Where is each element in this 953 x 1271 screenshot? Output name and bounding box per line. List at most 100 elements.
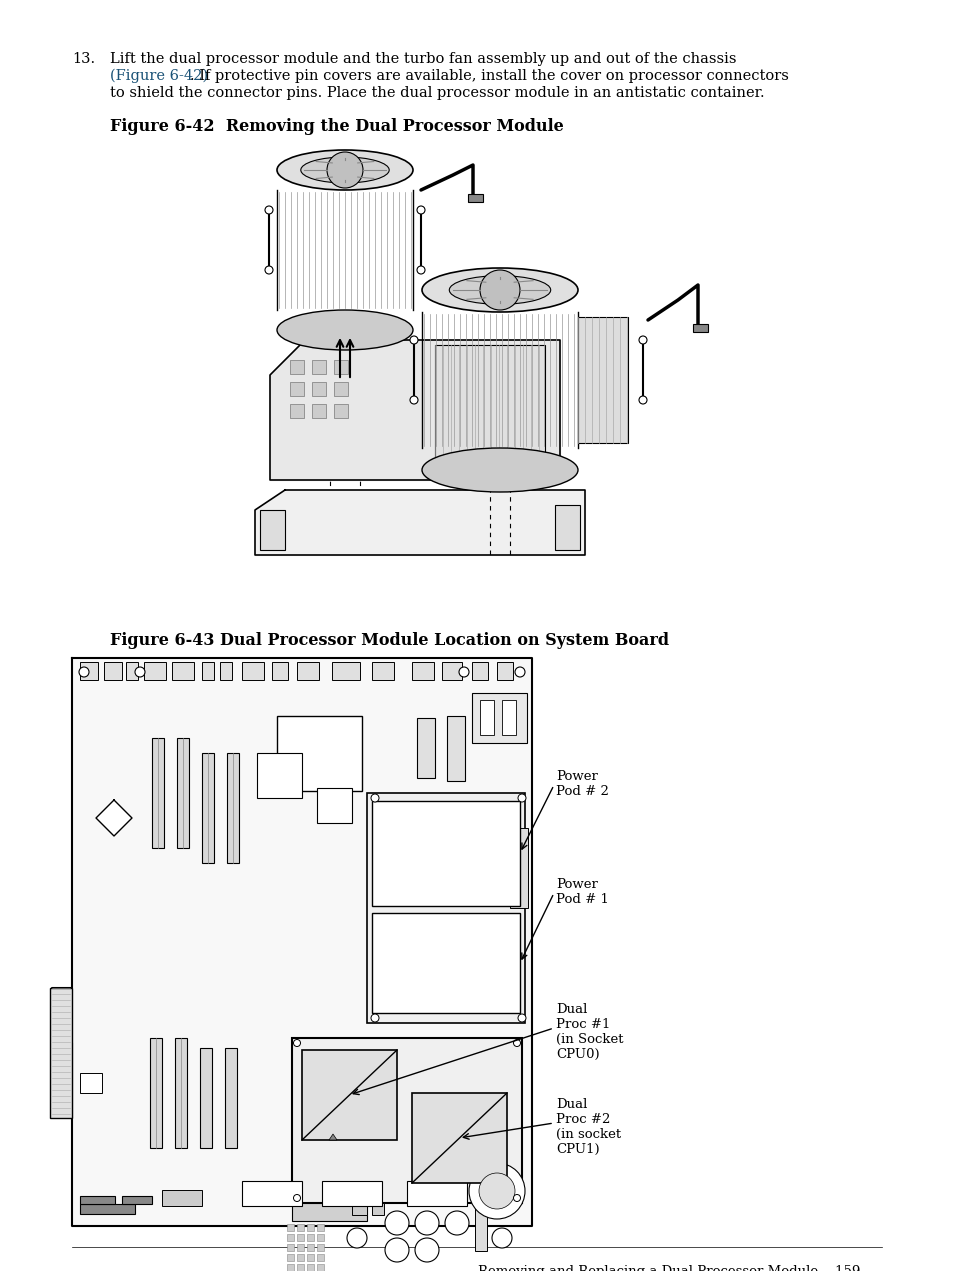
Bar: [104, 662, 122, 680]
Bar: [416, 718, 435, 778]
Bar: [510, 827, 527, 907]
Circle shape: [415, 1238, 438, 1262]
Bar: [312, 383, 326, 397]
Text: Lift the dual processor module and the turbo fan assembly up and out of the chas: Lift the dual processor module and the t…: [110, 52, 736, 66]
Bar: [307, 1254, 314, 1261]
Bar: [555, 505, 579, 550]
Text: Power
Pod # 2: Power Pod # 2: [556, 770, 608, 798]
Circle shape: [458, 667, 469, 677]
Bar: [334, 404, 348, 418]
Bar: [202, 662, 213, 680]
Circle shape: [79, 667, 89, 677]
Bar: [302, 1050, 396, 1140]
Bar: [316, 1254, 324, 1261]
Circle shape: [416, 266, 424, 275]
Bar: [307, 1234, 314, 1240]
Circle shape: [385, 1211, 409, 1235]
Bar: [200, 1049, 212, 1148]
Bar: [287, 1224, 294, 1232]
Circle shape: [265, 206, 273, 214]
Circle shape: [517, 1014, 525, 1022]
Circle shape: [416, 206, 424, 214]
Text: . If protective pin covers are available, install the cover on processor connect: . If protective pin covers are available…: [190, 69, 788, 83]
Ellipse shape: [421, 268, 578, 311]
Ellipse shape: [449, 276, 550, 304]
Bar: [290, 383, 304, 397]
Bar: [307, 1224, 314, 1232]
Bar: [412, 1093, 506, 1183]
Circle shape: [639, 397, 646, 404]
Bar: [692, 324, 707, 332]
Text: to shield the connector pins. Place the dual processor module in an antistatic c: to shield the connector pins. Place the …: [110, 86, 763, 100]
Bar: [435, 344, 544, 465]
Bar: [256, 752, 302, 798]
Bar: [472, 693, 526, 744]
Bar: [447, 716, 464, 780]
Bar: [367, 793, 524, 1023]
Bar: [227, 752, 239, 863]
Polygon shape: [254, 491, 584, 555]
Bar: [162, 1190, 202, 1206]
Bar: [260, 510, 285, 550]
Text: Power
Pod # 1: Power Pod # 1: [556, 878, 608, 906]
Ellipse shape: [276, 150, 413, 189]
Circle shape: [371, 1014, 378, 1022]
Bar: [177, 738, 189, 848]
Text: (Figure 6-42): (Figure 6-42): [110, 69, 208, 84]
Bar: [296, 662, 318, 680]
Circle shape: [135, 667, 145, 677]
Bar: [80, 1204, 135, 1214]
Bar: [334, 383, 348, 397]
Ellipse shape: [300, 158, 389, 183]
Bar: [307, 1244, 314, 1251]
Text: Dual
Proc #2
(in socket
CPU1): Dual Proc #2 (in socket CPU1): [556, 1098, 620, 1157]
Bar: [497, 662, 513, 680]
Ellipse shape: [276, 310, 413, 350]
Bar: [468, 194, 482, 202]
Bar: [287, 1254, 294, 1261]
Bar: [276, 716, 361, 791]
Polygon shape: [270, 341, 559, 480]
Bar: [290, 360, 304, 374]
Bar: [312, 360, 326, 374]
Bar: [372, 662, 394, 680]
Bar: [334, 360, 348, 374]
Circle shape: [347, 1228, 367, 1248]
Bar: [50, 988, 71, 1118]
Bar: [296, 1234, 304, 1240]
Circle shape: [385, 1238, 409, 1262]
Bar: [225, 1049, 236, 1148]
Bar: [479, 700, 494, 735]
Bar: [80, 662, 98, 680]
Bar: [316, 1263, 324, 1271]
Bar: [80, 1073, 102, 1093]
Bar: [501, 700, 516, 735]
Polygon shape: [329, 1134, 336, 1140]
Bar: [296, 1263, 304, 1271]
Bar: [150, 1038, 162, 1148]
Bar: [322, 1181, 381, 1206]
Bar: [316, 788, 352, 824]
Bar: [172, 662, 193, 680]
Bar: [122, 1196, 152, 1204]
Bar: [296, 1244, 304, 1251]
Bar: [287, 1263, 294, 1271]
Bar: [287, 1244, 294, 1251]
Circle shape: [444, 1211, 469, 1235]
Bar: [316, 1224, 324, 1232]
Bar: [475, 1206, 486, 1251]
Bar: [407, 1181, 467, 1206]
Text: Figure 6-43 Dual Processor Module Location on System Board: Figure 6-43 Dual Processor Module Locati…: [110, 632, 668, 649]
Circle shape: [294, 1040, 300, 1046]
Text: Figure 6-42  Removing the Dual Processor Module: Figure 6-42 Removing the Dual Processor …: [110, 118, 563, 135]
Polygon shape: [96, 799, 132, 836]
Text: 13.: 13.: [71, 52, 95, 66]
Bar: [242, 662, 264, 680]
Bar: [272, 662, 288, 680]
Circle shape: [327, 153, 363, 188]
Bar: [174, 1038, 187, 1148]
Bar: [296, 1224, 304, 1232]
Bar: [307, 1263, 314, 1271]
Bar: [242, 1181, 302, 1206]
Bar: [312, 404, 326, 418]
